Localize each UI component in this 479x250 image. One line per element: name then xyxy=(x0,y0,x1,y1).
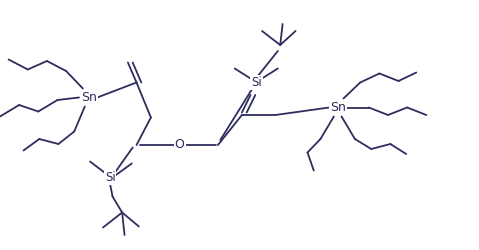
Text: Si: Si xyxy=(105,171,115,184)
Text: Sn: Sn xyxy=(330,101,346,114)
Text: O: O xyxy=(175,138,184,151)
Text: Si: Si xyxy=(251,76,262,89)
Text: Sn: Sn xyxy=(80,91,97,104)
